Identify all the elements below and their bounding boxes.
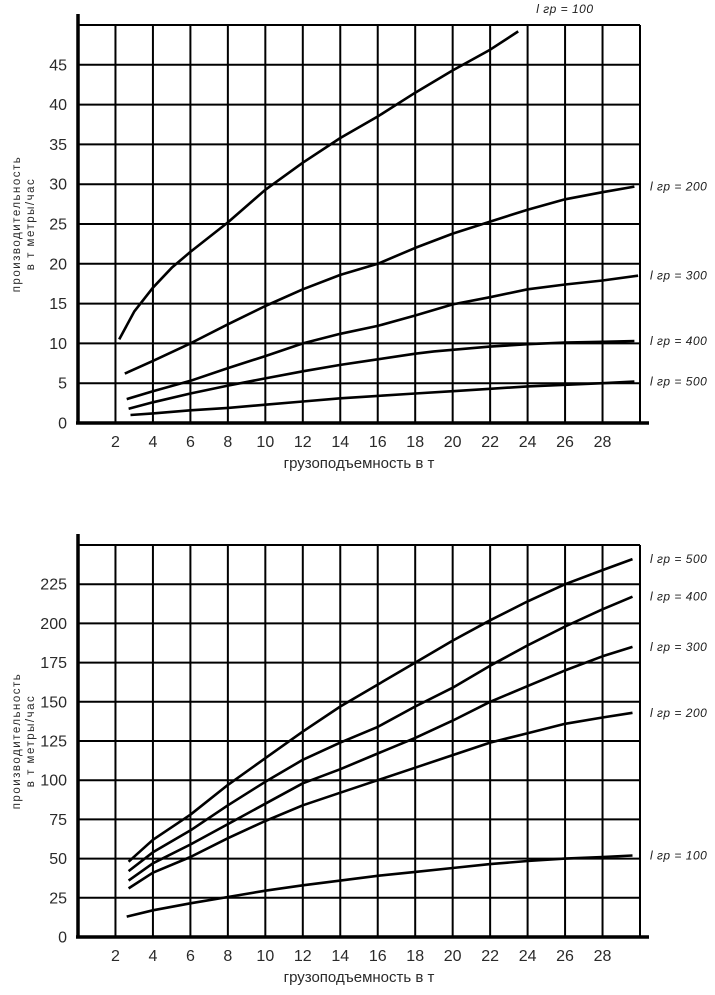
y-tick-label: 0 (58, 930, 67, 947)
y-tick-label: 125 (40, 734, 67, 751)
x-tick-label: 10 (256, 434, 274, 451)
x-tick-label: 16 (369, 948, 387, 965)
x-tick-label: 28 (594, 434, 612, 451)
x-tick-label: 4 (148, 434, 157, 451)
curve-label: l гр = 300 (650, 640, 707, 654)
x-tick-label: 20 (444, 948, 462, 965)
y-tick-label: 0 (58, 416, 67, 433)
x-tick-label: 22 (481, 948, 499, 965)
chart-bottom: 0 25 50 75 100 125 150 175 200 225 2 4 6 8 10 12 14 16 18 2… (0, 500, 715, 995)
y-tick-label: 100 (40, 773, 67, 790)
curve-500 (127, 557, 633, 863)
y-tick-label: 175 (40, 655, 67, 672)
curve-300 (127, 645, 633, 882)
x-tick-label: 4 (148, 948, 157, 965)
curve-100 (126, 854, 633, 918)
curve-100 (118, 30, 519, 341)
y-tick-label: 200 (40, 616, 67, 633)
curve-400 (128, 339, 635, 410)
curve-300 (126, 274, 639, 401)
x-tick-label: 18 (406, 434, 424, 451)
y-tick-label: 45 (49, 57, 67, 74)
y-tick-label: 5 (58, 376, 67, 393)
curve-400 (127, 595, 634, 873)
x-axis-title: грузоподъемность в т (284, 455, 435, 472)
y-tick-label: 50 (49, 851, 67, 868)
y-axis-title: производительность в т метры/час (11, 673, 37, 810)
curve-label: l гр = 300 (650, 269, 707, 283)
x-tick-label: 2 (111, 434, 120, 451)
x-tick-label: 24 (519, 948, 537, 965)
x-axis-title: грузоподъемность в т (284, 969, 435, 986)
y-tick-label: 15 (49, 296, 67, 313)
curve-label: l гр = 500 (650, 552, 707, 566)
curve-label: l гр = 100 (650, 848, 707, 862)
curve-label: l гр = 400 (650, 590, 707, 604)
y-tick-label: 40 (49, 97, 67, 114)
curve-200 (127, 711, 633, 890)
y-tick-label: 150 (40, 694, 67, 711)
x-tick-label: 14 (331, 948, 349, 965)
x-tick-label: 12 (294, 434, 312, 451)
y-tick-label: 225 (40, 577, 67, 594)
y-axis-title: производительность в т метры/час (11, 156, 37, 293)
y-tick-label: 20 (49, 256, 67, 273)
y-tick-label: 35 (49, 137, 67, 154)
curve-label: l гр = 200 (650, 706, 707, 720)
x-tick-label: 6 (186, 948, 195, 965)
y-tick-label: 10 (49, 336, 67, 353)
curve-label: l гр = 200 (650, 180, 707, 194)
x-tick-label: 10 (256, 948, 274, 965)
curve-label: l гр = 100 (536, 2, 593, 16)
y-tick-label: 75 (49, 812, 67, 829)
curve-label: l гр = 500 (650, 375, 707, 389)
x-tick-label: 12 (294, 948, 312, 965)
y-tick-label: 30 (49, 177, 67, 194)
x-tick-label: 26 (556, 948, 574, 965)
curve-500 (130, 380, 635, 417)
x-tick-label: 16 (369, 434, 387, 451)
y-tick-label: 25 (49, 890, 67, 907)
x-tick-label: 28 (594, 948, 612, 965)
x-tick-label: 18 (406, 948, 424, 965)
x-tick-label: 6 (186, 434, 195, 451)
x-tick-label: 14 (331, 434, 349, 451)
x-tick-label: 2 (111, 948, 120, 965)
x-tick-label: 8 (223, 434, 232, 451)
x-tick-label: 24 (519, 434, 537, 451)
x-tick-label: 22 (481, 434, 499, 451)
chart-top: 0 5 10 15 20 25 30 35 40 45 2 4 6 8 10 12 14 16 18 20 22 24 26… (11, 2, 707, 472)
curve-200 (124, 185, 635, 375)
x-tick-label: 20 (444, 434, 462, 451)
curve-label: l гр = 400 (650, 334, 707, 348)
x-tick-label: 26 (556, 434, 574, 451)
x-tick-label: 8 (223, 948, 232, 965)
y-tick-label: 25 (49, 217, 67, 234)
